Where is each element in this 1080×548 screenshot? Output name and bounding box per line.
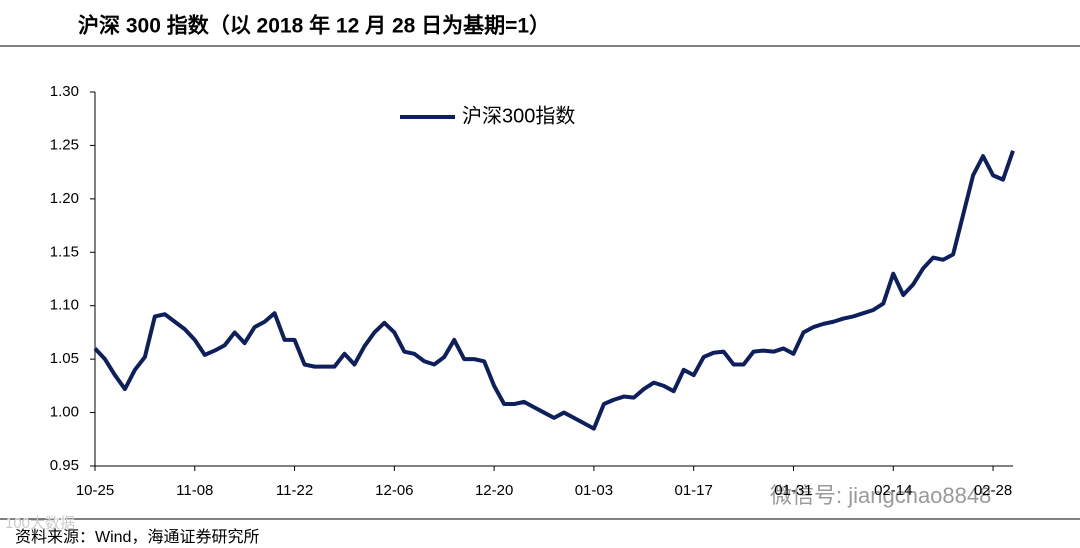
y-tick-label: 1.10: [50, 297, 79, 314]
x-tick-label: 01-17: [675, 482, 713, 499]
watermark: 100大数据: [5, 515, 75, 532]
x-tick-label: 02-28: [974, 482, 1012, 499]
y-tick-label: 1.15: [50, 243, 79, 260]
y-tick-label: 1.25: [50, 136, 79, 153]
source-note: 资料来源：Wind，海通证券研究所: [15, 528, 259, 546]
x-tick-label: 01-03: [575, 482, 613, 499]
x-tick-label: 02-14: [874, 482, 912, 499]
series-line: [93, 150, 1015, 431]
chart-title: 沪深 300 指数（以 2018 年 12 月 28 日为基期=1）: [78, 14, 550, 38]
x-tick-label: 12-06: [375, 482, 413, 499]
x-tick-label: 12-20: [475, 482, 513, 499]
y-tick-label: 1.30: [50, 83, 79, 100]
y-tick-label: 1.05: [50, 350, 79, 367]
x-tick-label: 10-25: [76, 482, 114, 499]
x-tick-label: 11-08: [176, 482, 213, 499]
x-tick-label: 11-22: [276, 482, 313, 499]
y-tick-label: 1.00: [50, 404, 79, 421]
watermark: 微信号: jiangchao8848: [770, 483, 991, 508]
y-tick-label: 1.20: [50, 190, 79, 207]
x-tick-label: 01-31: [774, 482, 812, 499]
y-tick-label: 0.95: [50, 457, 79, 474]
legend-label: 沪深300指数: [462, 104, 575, 127]
